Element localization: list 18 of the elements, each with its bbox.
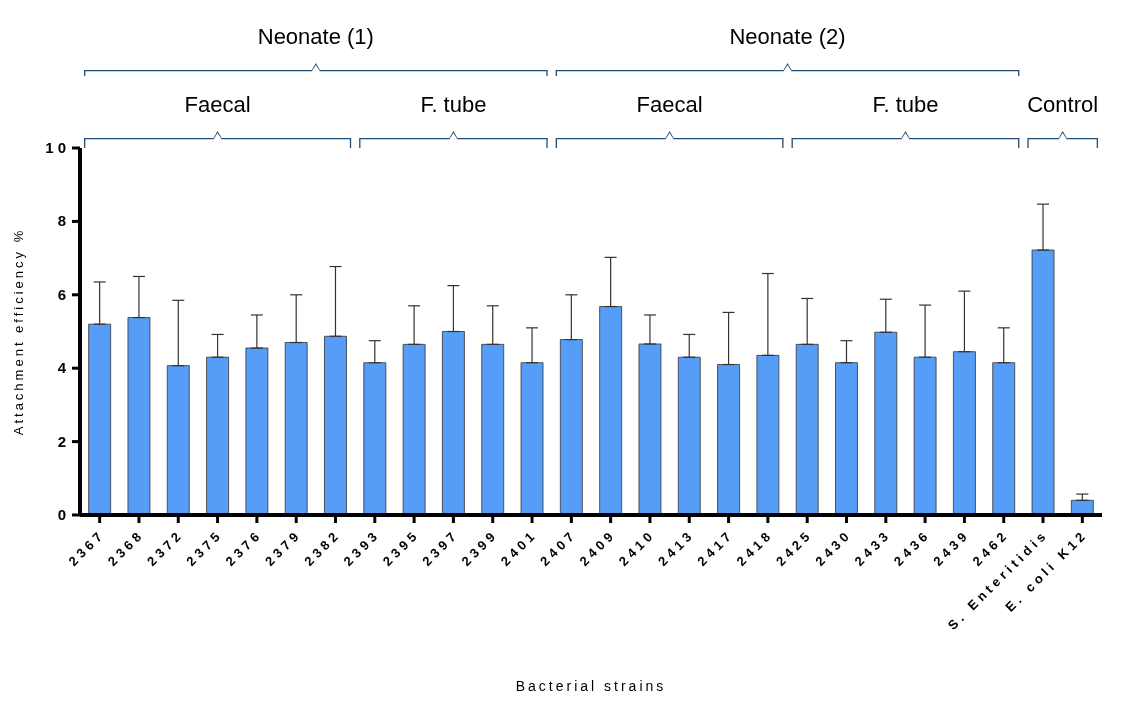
bar bbox=[245, 347, 269, 515]
bar bbox=[1031, 249, 1055, 515]
text: F. tube bbox=[872, 92, 939, 117]
y-axis-title: Attachment efficiency % bbox=[10, 227, 26, 436]
text: Faecal bbox=[184, 92, 251, 117]
text: Control bbox=[1027, 92, 1099, 117]
y-tick-label: 8 bbox=[57, 212, 66, 230]
y-tick-label: 1 0 bbox=[45, 139, 66, 156]
x-axis-title: Bacterial strains bbox=[515, 678, 667, 694]
text: Neonate (2) bbox=[729, 24, 846, 49]
y-tick-label: 0 bbox=[57, 506, 66, 523]
bar bbox=[638, 343, 662, 515]
y-tick-label: 2 bbox=[57, 432, 66, 450]
y-tick-label: 4 bbox=[57, 359, 67, 377]
text: F. tube bbox=[420, 92, 487, 117]
text: Neonate (1) bbox=[257, 24, 374, 49]
text: Faecal bbox=[636, 92, 703, 117]
y-tick-label: 6 bbox=[57, 285, 66, 303]
